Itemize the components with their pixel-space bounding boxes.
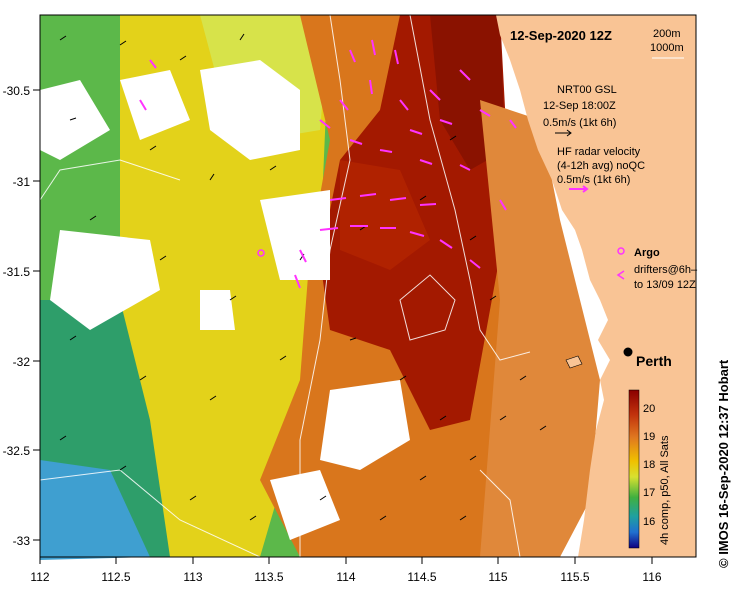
hf-legend-scale: 0.5m/s (1kt 6h): [557, 174, 630, 186]
gsl-legend-scale: 0.5m/s (1kt 6h): [543, 117, 616, 129]
gsl-scale-arrow: [555, 129, 572, 137]
missing-data: [40, 60, 410, 540]
y-tick-label: -30.5: [3, 84, 31, 98]
drifters-legend-line2: to 13/09 12Z: [634, 279, 696, 291]
drifters-legend-line1: drifters@6h–: [634, 264, 698, 276]
land-mass: [496, 15, 696, 557]
rottnest-island: [565, 355, 583, 369]
sst-field: [40, 15, 600, 560]
hf-radar-arrows: [139, 39, 517, 289]
x-tick-label: 113.5: [254, 570, 283, 584]
x-tick-label: 115.5: [560, 570, 589, 584]
colorbar-ticks: 20 19 18 17 16: [643, 403, 655, 528]
hf-scale-arrow: [569, 185, 589, 193]
y-tick-label: -31.5: [3, 265, 31, 279]
colorbar-tick-16: 16: [643, 516, 655, 528]
map-title: 12-Sep-2020 12Z: [510, 28, 612, 43]
colorbar-label: 4h comp, p50, All Sats: [659, 435, 671, 545]
credit-label: © IMOS 16-Sep-2020 12:37 Hobart: [716, 359, 731, 568]
x-tick-label: 113: [183, 570, 202, 584]
gsl-legend-time: 12-Sep 18:00Z: [543, 100, 616, 112]
colorbar-tick-20: 20: [643, 403, 655, 415]
y-axis-labels: -30.5 -31 -31.5 -32 -32.5 -33: [3, 84, 31, 548]
colorbar-tick-19: 19: [643, 431, 655, 443]
colorbar-tick-18: 18: [643, 459, 655, 471]
bathymetry-contours: [39, 14, 531, 558]
hf-legend-sub: (4-12h avg) noQC: [557, 160, 645, 172]
y-axis: [33, 89, 40, 541]
x-tick-label: 112.5: [101, 570, 130, 584]
contour-label-200m: 200m: [653, 28, 681, 40]
argo-float-marker: [257, 249, 265, 257]
x-tick-label: 116: [642, 570, 661, 584]
x-tick-label: 114: [336, 570, 355, 584]
perth-marker: [623, 347, 633, 357]
gsl-velocity-arrows: [59, 33, 547, 521]
x-axis: [39, 557, 653, 564]
y-tick-label: -32: [13, 355, 31, 369]
argo-legend-icon: [617, 247, 625, 255]
argo-legend-label: Argo: [634, 247, 660, 259]
plot-frame: [39, 14, 697, 558]
perth-label: Perth: [636, 353, 672, 369]
colorbar-tick-17: 17: [643, 487, 655, 499]
y-tick-label: -32.5: [3, 444, 31, 458]
drifters-legend-icon: [616, 270, 625, 280]
y-tick-label: -33: [13, 534, 31, 548]
x-axis-labels: 112 112.5 113 113.5 114 114.5 115 115.5 …: [30, 570, 661, 584]
x-tick-label: 115: [488, 570, 507, 584]
x-tick-label: 112: [30, 570, 49, 584]
contour-label-1000m: 1000m: [650, 42, 684, 54]
hf-legend-title: HF radar velocity: [557, 146, 641, 158]
gsl-legend-title: NRT00 GSL: [557, 84, 617, 96]
x-tick-label: 114.5: [407, 570, 436, 584]
y-tick-label: -31: [13, 175, 31, 189]
colorbar: [628, 389, 640, 549]
